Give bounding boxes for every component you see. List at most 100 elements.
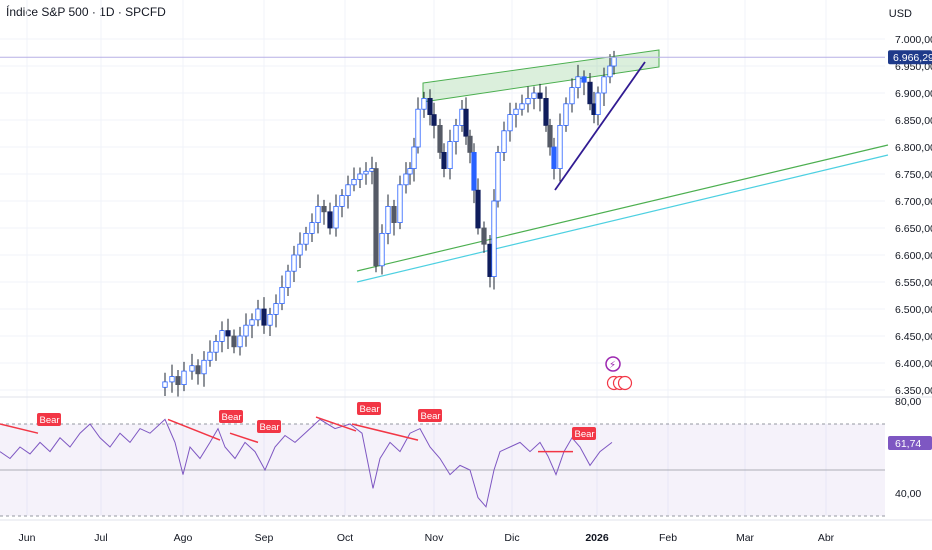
price-tick-label: 6.450,00 [895, 331, 932, 343]
bear-divergence-line [315, 416, 357, 432]
candle-body [243, 324, 249, 337]
candle-body [557, 125, 563, 170]
candle-body [181, 370, 187, 386]
candle-body [563, 103, 569, 126]
candle-body [363, 170, 369, 175]
candle-body [463, 108, 469, 137]
candle-body [195, 365, 201, 375]
candle-body [415, 108, 421, 148]
candle-body [219, 330, 225, 342]
time-tick-label: Jun [19, 532, 36, 544]
candle-body [495, 151, 501, 202]
candle-body [467, 135, 473, 153]
price-tick-label: 7.000,00 [895, 34, 932, 46]
candle-body [575, 76, 581, 89]
price-tick-label: 6.600,00 [895, 250, 932, 262]
candle-body [261, 308, 267, 326]
rising-trendline [554, 61, 646, 191]
candle-body [249, 319, 255, 326]
candle-body [345, 184, 351, 197]
candle-body [475, 189, 481, 229]
candle-body [297, 243, 303, 256]
candle-body [373, 168, 379, 267]
bear-divergence-line [229, 432, 259, 444]
candle-body [421, 98, 427, 110]
price-tick-label: 6.350,00 [895, 385, 932, 397]
price-tick-label: 6.700,00 [895, 196, 932, 208]
candle-body [169, 376, 175, 383]
candle-body [453, 125, 459, 143]
time-tick-label: Jul [94, 532, 107, 544]
candle-body [403, 173, 409, 186]
currency-label[interactable]: USD [888, 8, 912, 20]
candle-body [519, 103, 525, 110]
candle-body [201, 359, 207, 375]
candle-body [385, 205, 391, 234]
candle-body [315, 205, 321, 223]
candle-body [427, 98, 433, 116]
price-tick-label: 6.750,00 [895, 169, 932, 181]
candle-body [501, 130, 507, 153]
candle-body [225, 330, 231, 337]
candle-body [587, 81, 593, 105]
bear-divergence-line [0, 423, 39, 434]
rsi-level-label: 80,00 [895, 396, 921, 408]
candle-body [267, 313, 273, 326]
candle-body [543, 98, 549, 126]
candle-body [351, 178, 357, 186]
price-tick-label: 6.400,00 [895, 358, 932, 370]
candle-body [531, 92, 537, 99]
candle-body [607, 65, 613, 78]
candle-body [303, 232, 309, 245]
candle-body [327, 211, 333, 229]
last-price-badge [888, 50, 932, 65]
bear-label-box [257, 420, 281, 433]
candle-body [611, 56, 617, 67]
candle-body [407, 168, 413, 175]
candle-body [379, 232, 385, 267]
price-tick-label: 6.900,00 [895, 88, 932, 100]
time-tick-label: Dic [504, 532, 519, 544]
candle-body [431, 114, 437, 126]
time-tick-label: Oct [337, 532, 353, 544]
bear-label-box [418, 409, 442, 422]
us-flag-event-icon [617, 375, 633, 391]
price-tick-label: 6.650,00 [895, 223, 932, 235]
bear-label: Bear [40, 415, 60, 426]
bear-label: Bear [575, 429, 595, 440]
bear-label: Bear [421, 411, 441, 422]
candle-body [321, 205, 327, 213]
rsi-level-label: 40,00 [895, 488, 921, 500]
candle-body [333, 205, 339, 229]
rsi-value-label: 61,74 [895, 438, 921, 450]
candle-body [255, 308, 261, 321]
channel-fill [422, 49, 660, 103]
bear-label: Bear [260, 422, 280, 433]
candle-body [175, 376, 181, 386]
candle-body [397, 184, 403, 224]
lightning-glyph: ⚡ [609, 360, 616, 371]
time-tick-label: Sep [255, 532, 274, 544]
candle-body [273, 303, 279, 315]
candle-body [189, 365, 195, 372]
bear-label-box [572, 427, 596, 440]
candle-body [471, 151, 477, 191]
support-trendline [356, 144, 889, 272]
candle-body [213, 340, 219, 353]
candle-body [285, 270, 291, 288]
candle-body [391, 205, 397, 223]
candle-body [525, 98, 531, 105]
candle-body [162, 381, 168, 388]
candle-body [569, 87, 575, 105]
candle-body [513, 108, 519, 115]
candle-body [447, 141, 453, 170]
bear-divergence-line [351, 423, 419, 441]
time-tick-label: Feb [659, 532, 677, 544]
candle-body [231, 335, 237, 348]
last-price-label: 6.966,29 [893, 52, 932, 64]
candle-body [537, 92, 543, 99]
candle-body [207, 351, 213, 361]
rsi-value-badge [888, 435, 932, 450]
